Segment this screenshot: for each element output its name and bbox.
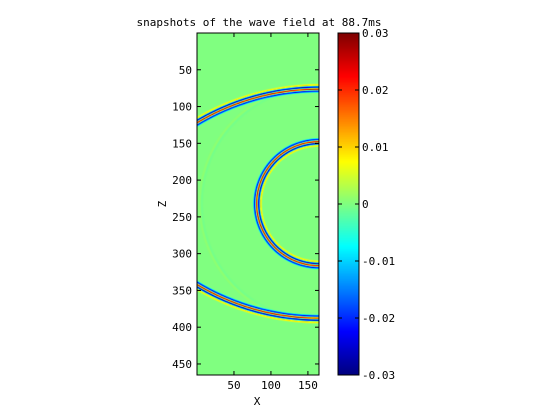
plot-frame (196, 32, 320, 376)
y-tick-label: 450 (172, 358, 192, 371)
colorbar-tick-label: -0.01 (362, 255, 395, 268)
colorbar-tick-label: 0.01 (362, 141, 389, 154)
y-axis-label: Z (156, 200, 169, 207)
x-axis: 50 100 150 (227, 33, 318, 392)
colorbar-gradient (338, 33, 359, 375)
x-tick-label: 100 (261, 379, 281, 392)
colorbar-ticks: -0.03 -0.02 -0.01 0 0.01 0.02 0.03 (338, 27, 395, 382)
y-tick-label: 100 (172, 101, 192, 114)
colorbar-tick-label: -0.03 (362, 369, 395, 382)
x-axis-label: X (254, 395, 261, 408)
y-tick-label: 150 (172, 137, 192, 150)
y-axis: 50 100 150 200 250 300 350 400 450 (172, 64, 319, 371)
colorbar-tick-label: -0.02 (362, 312, 395, 325)
chart-title: snapshots of the wave field at 88.7ms (136, 16, 381, 29)
y-tick-label: 250 (172, 211, 192, 224)
y-tick-label: 350 (172, 284, 192, 297)
y-tick-label: 50 (179, 64, 192, 77)
x-tick-label: 50 (227, 379, 240, 392)
plot-area: 50 100 150 50 100 150 200 250 300 350 400 450 (172, 32, 320, 392)
x-tick-label: 150 (298, 379, 318, 392)
wave-field-image (197, 33, 319, 375)
y-tick-label: 300 (172, 248, 192, 261)
colorbar-tick-label: 0.02 (362, 84, 389, 97)
colorbar: -0.03 -0.02 -0.01 0 0.01 0.02 0.03 (337, 27, 395, 382)
y-tick-label: 200 (172, 174, 192, 187)
colorbar-tick-label: 0.03 (362, 27, 389, 40)
colorbar-tick-label: 0 (362, 198, 369, 211)
y-tick-label: 400 (172, 321, 192, 334)
